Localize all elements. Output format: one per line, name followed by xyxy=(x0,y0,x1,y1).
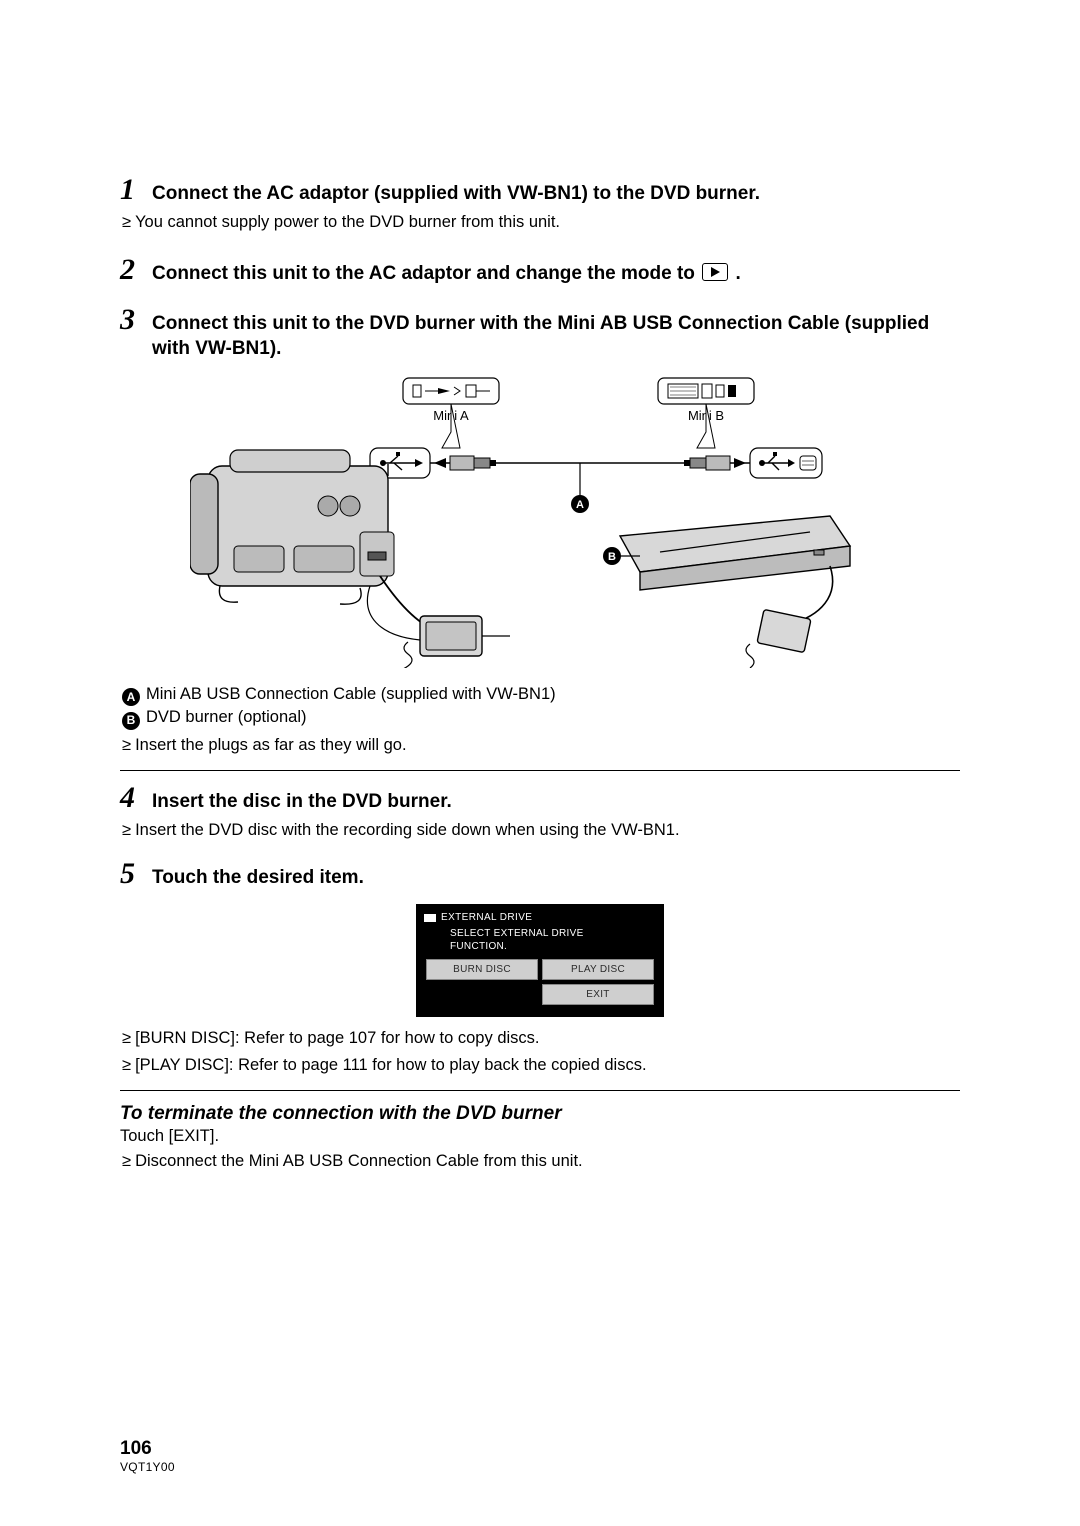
legend-note: Insert the plugs as far as they will go. xyxy=(122,734,960,756)
step-title: Connect the AC adaptor (supplied with VW… xyxy=(152,181,760,207)
step-number: 1 xyxy=(120,175,142,205)
step-note: Insert the DVD disc with the recording s… xyxy=(122,819,960,841)
burn-disc-button[interactable]: BURN DISC xyxy=(426,959,538,980)
step-title-post: . xyxy=(735,263,740,284)
step-number: 5 xyxy=(120,859,142,889)
diagram-svg: Mini A Mini B xyxy=(190,376,890,668)
step-title: Connect this unit to the AC adaptor and … xyxy=(152,261,741,287)
disc-icon xyxy=(424,914,436,922)
play-disc-button[interactable]: PLAY DISC xyxy=(542,959,654,980)
step-number: 2 xyxy=(120,255,142,285)
step-number: 3 xyxy=(120,305,142,335)
play-disc-note: [PLAY DISC]: Refer to page 111 for how t… xyxy=(122,1054,960,1076)
lcd-screenshot: EXTERNAL DRIVE SELECT EXTERNAL DRIVE FUN… xyxy=(120,904,960,1017)
lcd-header: EXTERNAL DRIVE xyxy=(422,910,658,927)
connection-diagram: Mini A Mini B xyxy=(120,376,960,673)
divider xyxy=(120,1090,960,1091)
burner-ac-adaptor xyxy=(746,609,811,668)
marker-a-icon: A xyxy=(122,688,140,706)
marker-b-icon: B xyxy=(122,712,140,730)
terminate-note: Disconnect the Mini AB USB Connection Ca… xyxy=(122,1150,960,1172)
terminate-touch: Touch [EXIT]. xyxy=(120,1127,960,1146)
step-number: 4 xyxy=(120,783,142,813)
ac-adaptor-illustration xyxy=(392,616,510,668)
legend-a: A Mini AB USB Connection Cable (supplied … xyxy=(122,683,960,706)
legend-a-text: Mini AB USB Connection Cable (supplied w… xyxy=(146,685,556,703)
step-4: 4 Insert the disc in the DVD burner. Ins… xyxy=(120,783,960,841)
step-title: Insert the disc in the DVD burner. xyxy=(152,789,452,815)
lcd-header-text: EXTERNAL DRIVE xyxy=(441,912,532,923)
legend-b-text: DVD burner (optional) xyxy=(146,708,307,726)
lcd-screen: EXTERNAL DRIVE SELECT EXTERNAL DRIVE FUN… xyxy=(416,904,664,1017)
step-title: Connect this unit to the DVD burner with… xyxy=(152,311,960,362)
playback-mode-icon xyxy=(702,263,728,281)
page-footer: 106 VQT1Y00 xyxy=(120,1438,175,1474)
divider xyxy=(120,770,960,771)
step-2: 2 Connect this unit to the AC adaptor an… xyxy=(120,255,960,287)
step-title: Touch the desired item. xyxy=(152,865,364,891)
step-note: You cannot supply power to the DVD burne… xyxy=(122,211,960,233)
lcd-message: SELECT EXTERNAL DRIVE FUNCTION. xyxy=(422,927,658,959)
step-title-pre: Connect this unit to the AC adaptor and … xyxy=(152,263,700,284)
burn-disc-note: [BURN DISC]: Refer to page 107 for how t… xyxy=(122,1027,960,1049)
step-5: 5 Touch the desired item. xyxy=(120,859,960,891)
terminate-heading: To terminate the connection with the DVD… xyxy=(120,1103,960,1125)
svg-text:A: A xyxy=(576,499,584,511)
legend-b: B DVD burner (optional) xyxy=(122,706,960,729)
step-1: 1 Connect the AC adaptor (supplied with … xyxy=(120,175,960,233)
camcorder-illustration xyxy=(190,450,394,604)
step-3: 3 Connect this unit to the DVD burner wi… xyxy=(120,305,960,362)
svg-text:B: B xyxy=(608,551,616,563)
doc-code: VQT1Y00 xyxy=(120,1460,175,1474)
dvd-burner-illustration: B xyxy=(603,516,850,590)
page-number: 106 xyxy=(120,1438,175,1460)
exit-button[interactable]: EXIT xyxy=(542,984,654,1005)
